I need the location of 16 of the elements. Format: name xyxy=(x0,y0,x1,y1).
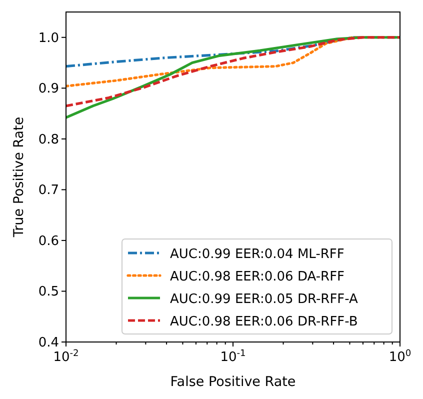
legend-label: AUC:0.99 EER:0.05 DR-RFF-A xyxy=(170,292,358,307)
legend-label: AUC:0.99 EER:0.04 ML-RFF xyxy=(170,247,344,262)
y-tick-label: 0.4 xyxy=(38,336,59,350)
y-tick-label: 0.9 xyxy=(38,82,59,97)
x-axis-title: False Positive Rate xyxy=(170,374,296,390)
y-tick-label: 0.8 xyxy=(38,132,59,148)
y-tick-label: 0.7 xyxy=(38,183,59,198)
legend-label: AUC:0.98 EER:0.06 DA-RFF xyxy=(170,270,345,284)
x-tick-label: 10$^{-1}$ xyxy=(220,349,246,365)
x-tick-label: 10$^{0}$ xyxy=(388,349,412,365)
y-tick-label: 1.0 xyxy=(38,30,59,46)
x-tick-label: 10$^{-2}$ xyxy=(53,349,79,365)
legend-label: AUC:0.98 EER:0.06 DR-RFF-B xyxy=(170,314,358,330)
y-tick-label: 0.6 xyxy=(38,234,59,249)
y-axis-title: True Positive Rate xyxy=(11,116,27,238)
y-tick-label: 0.5 xyxy=(38,284,59,300)
